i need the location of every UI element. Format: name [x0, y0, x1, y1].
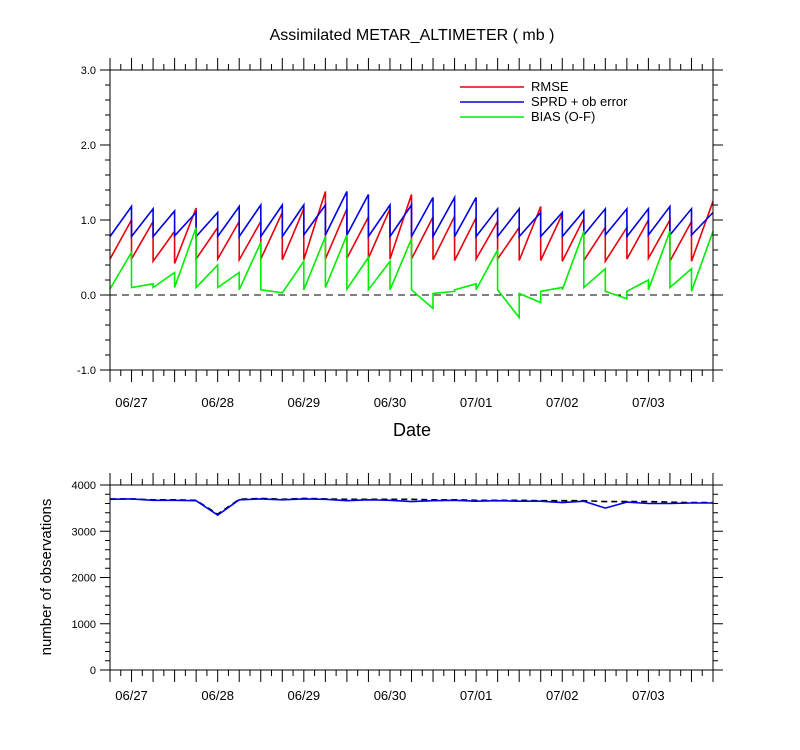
bottom-plot-frame	[109, 484, 714, 671]
y-tick-label: 1.0	[81, 215, 96, 227]
y-tick-label: 3000	[72, 526, 96, 538]
y-tick-label: 0.0	[81, 290, 96, 302]
x-tick-label-07-01: 07/01	[460, 688, 493, 703]
legend-label-sprd: SPRD + ob error	[531, 94, 628, 109]
legend-label-bias: BIAS (O-F)	[531, 109, 595, 124]
top-tick-layer	[100, 58, 723, 382]
series-line-assimilated	[109, 498, 713, 517]
bottom-series-layer	[109, 497, 713, 517]
y-tick-label: -1.0	[77, 365, 96, 377]
legend-label-rmse: RMSE	[531, 79, 569, 94]
chart-title: Assimilated METAR_ALTIMETER ( mb )	[270, 27, 555, 44]
y-tick-label: 2.0	[81, 140, 96, 152]
x-tick-label-06-28: 06/28	[201, 688, 234, 703]
x-tick-label-06-28: 06/28	[201, 395, 234, 410]
bottom-x-tick-labels: 06/27 06/28 06/29 06/30 07/01 07/02 07/03	[115, 688, 664, 703]
series-line-possible	[110, 497, 713, 516]
x-tick-label-06-30: 06/30	[374, 395, 407, 410]
top-y-tick-labels: -1.0 0.0 1.0 2.0 3.0	[77, 65, 96, 377]
x-tick-label-06-29: 06/29	[288, 688, 321, 703]
x-tick-label-07-03: 07/03	[632, 395, 665, 410]
y-tick-label: 4000	[72, 480, 96, 492]
y-tick-label: 3.0	[81, 65, 96, 77]
y-tick-label: 1000	[72, 619, 96, 631]
x-tick-label-06-27: 06/27	[115, 395, 148, 410]
bottom-tick-layer	[100, 473, 723, 682]
x-axis-label: Date	[393, 420, 431, 440]
top-series-layer	[109, 191, 714, 320]
series-line-bias-o-f	[109, 227, 714, 320]
y-axis-label-observations: number of observations	[38, 499, 55, 656]
x-tick-label-06-30: 06/30	[374, 688, 407, 703]
series-line-sprd-ob-error	[109, 191, 714, 240]
y-tick-label: 2000	[72, 573, 96, 585]
x-tick-label-06-27: 06/27	[115, 688, 148, 703]
y-tick-label: 0	[90, 665, 96, 677]
top-x-tick-labels: 06/27 06/28 06/29 06/30 07/01 07/02 07/03	[115, 395, 664, 410]
x-tick-label-07-02: 07/02	[546, 688, 579, 703]
x-tick-label-07-02: 07/02	[546, 395, 579, 410]
x-tick-label-07-01: 07/01	[460, 395, 493, 410]
x-tick-label-06-29: 06/29	[288, 395, 321, 410]
x-tick-label-07-03: 07/03	[632, 688, 665, 703]
legend: RMSE SPRD + ob error BIAS (O-F)	[460, 79, 628, 124]
bottom-y-tick-labels: 0 1000 2000 3000 4000	[72, 480, 96, 677]
